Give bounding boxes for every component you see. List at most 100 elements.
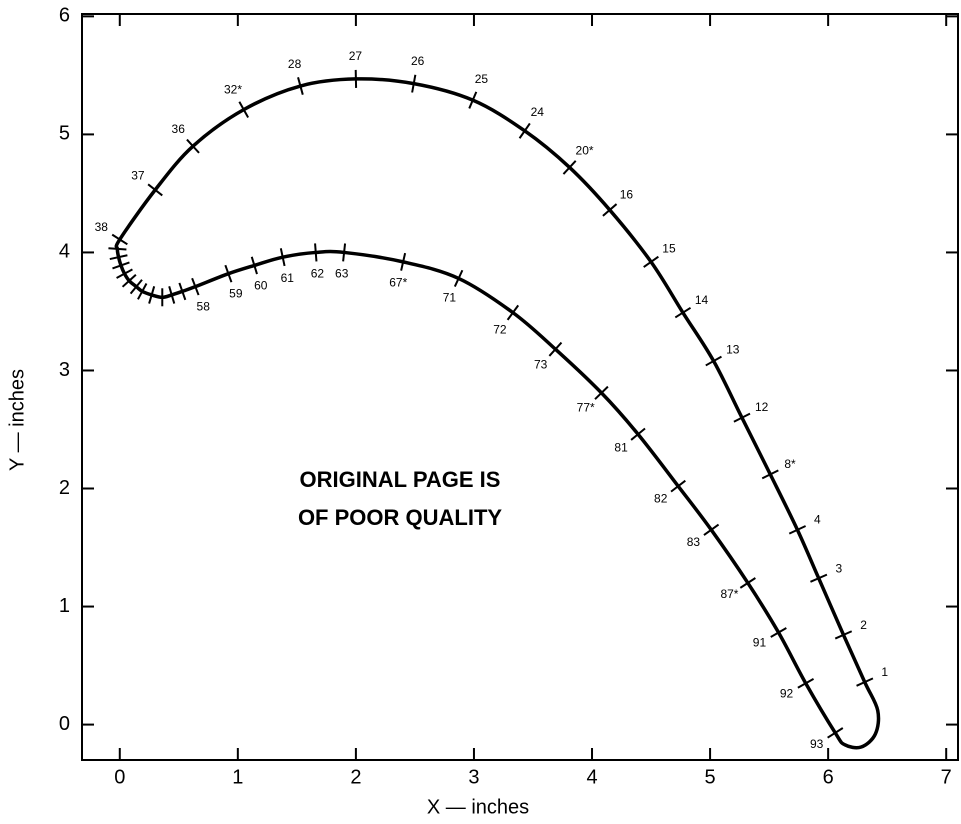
x-tick-label: 7 [941, 766, 952, 788]
station-label: 82 [654, 492, 668, 506]
station-label: 92 [780, 686, 794, 700]
station-tick [297, 77, 304, 95]
x-tick-label: 0 [114, 766, 125, 788]
station-tick [856, 677, 874, 687]
station-tick [630, 427, 646, 441]
station-tick [178, 282, 187, 301]
station-tick [191, 277, 200, 296]
x-tick-label: 1 [232, 766, 243, 788]
station-tick [643, 255, 659, 268]
y-tick-label: 5 [59, 123, 70, 145]
station-label: 32* [224, 83, 242, 97]
station-label: 61 [281, 271, 295, 285]
station-tick [168, 286, 176, 304]
station-tick [548, 341, 563, 357]
station-label: 2 [860, 618, 867, 632]
station-tick [705, 355, 722, 367]
station-label: 1 [881, 665, 888, 679]
x-tick-label: 6 [823, 766, 834, 788]
station-tick [674, 306, 692, 319]
station-tick [137, 282, 148, 300]
station-label: 67* [389, 276, 407, 290]
station-label: 13 [726, 342, 740, 356]
station-label: 83 [687, 535, 701, 549]
station-tick [788, 525, 807, 535]
station-label: 58 [197, 299, 211, 313]
station-tick [810, 573, 828, 583]
station-tick [761, 469, 779, 480]
x-tick-label: 3 [468, 766, 479, 788]
station-tick [342, 243, 347, 262]
x-axis-label: X — inches [427, 796, 529, 818]
station-tick [703, 523, 720, 536]
station-tick [594, 385, 609, 400]
station-tick [314, 243, 318, 262]
station-label: 60 [254, 279, 268, 293]
station-label: 14 [695, 293, 709, 307]
station-tick [250, 256, 258, 275]
station-tick [224, 264, 233, 283]
station-label: 62 [311, 267, 325, 281]
station-tick [834, 630, 853, 640]
station-tick [453, 269, 464, 287]
station-label: 8* [784, 457, 796, 471]
station-label: 72 [493, 323, 507, 337]
station-label: 37 [131, 168, 145, 182]
station-tick [506, 304, 520, 321]
station-label: 91 [753, 636, 767, 650]
y-tick-label: 3 [59, 359, 70, 381]
y-tick-label: 6 [59, 5, 70, 27]
station-label: 3 [835, 562, 842, 576]
station-tick [602, 203, 618, 217]
station-tick [108, 247, 127, 251]
station-tick [770, 627, 787, 638]
station-tick [186, 138, 200, 154]
station-tick [112, 261, 130, 270]
plot-frame [81, 13, 959, 761]
station-label: 81 [614, 440, 628, 454]
station-tick [739, 577, 756, 589]
x-tick-label: 2 [350, 766, 361, 788]
station-label: 36 [172, 122, 186, 136]
y-tick-label: 1 [59, 595, 70, 617]
station-label: 71 [443, 291, 457, 305]
station-tick [121, 273, 137, 288]
station-tick [147, 183, 163, 197]
station-label: 12 [755, 400, 769, 414]
station-label: 77* [577, 400, 595, 414]
station-label: 16 [620, 188, 634, 202]
y-tick-label: 4 [59, 241, 70, 263]
profile-outline [114, 77, 881, 750]
station-label: 26 [411, 54, 425, 68]
station-label: 28 [288, 57, 302, 71]
station-label: 20* [576, 144, 594, 158]
station-tick [797, 677, 815, 689]
station-tick [562, 160, 577, 175]
station-tick [111, 233, 128, 246]
station-tick [411, 74, 417, 93]
station-label: 4 [814, 513, 821, 527]
station-label: 63 [335, 266, 349, 280]
x-tick-label: 5 [705, 766, 716, 788]
station-tick [148, 286, 156, 304]
station-label: 24 [531, 105, 545, 119]
station-tick [468, 91, 478, 109]
station-tick [109, 254, 128, 261]
annotation: OF POOR QUALITY [298, 505, 502, 530]
station-tick [400, 252, 407, 271]
station-tick [279, 248, 286, 267]
station-label: 15 [662, 241, 676, 255]
y-axis-label: Y — inches [6, 369, 28, 471]
station-label: 27 [349, 49, 363, 63]
station-tick [238, 101, 250, 118]
station-tick [116, 268, 133, 279]
station-tick [733, 412, 751, 423]
station-tick [827, 727, 844, 739]
station-label: 73 [534, 358, 548, 372]
y-tick-label: 0 [59, 713, 70, 735]
annotation: ORIGINAL PAGE IS [300, 467, 501, 492]
y-tick-label: 2 [59, 477, 70, 499]
station-tick [129, 279, 143, 295]
station-label: 87* [720, 587, 738, 601]
